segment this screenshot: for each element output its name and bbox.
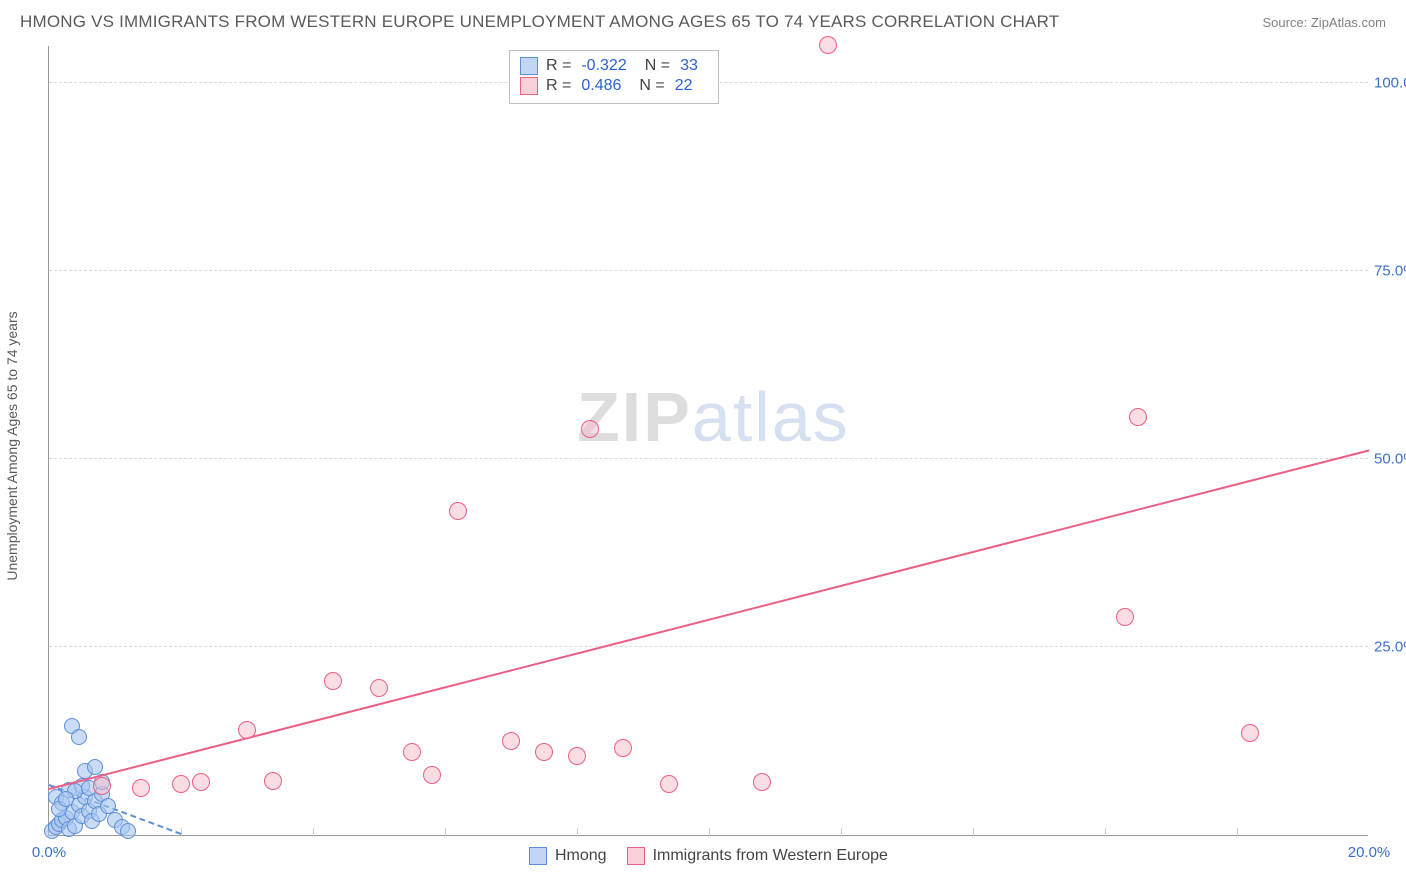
data-point: [87, 759, 103, 775]
data-point: [120, 823, 136, 839]
legend-swatch: [520, 57, 538, 75]
data-point: [568, 747, 586, 765]
data-point: [819, 36, 837, 54]
ytick-label: 75.0%: [1374, 262, 1406, 279]
data-point: [324, 672, 342, 690]
stats-n-label: N =: [639, 77, 664, 95]
data-point: [1116, 608, 1134, 626]
legend-item: Hmong: [529, 847, 607, 865]
data-point: [449, 502, 467, 520]
data-point: [423, 766, 441, 784]
data-point: [192, 773, 210, 791]
scatter-plot: ZIPatlas 25.0%50.0%75.0%100.0%0.0%20.0%R…: [48, 46, 1368, 836]
legend: Hmong Immigrants from Western Europe: [529, 847, 888, 865]
data-point: [172, 775, 190, 793]
xtick-label: 20.0%: [1348, 844, 1391, 861]
data-point: [614, 739, 632, 757]
stats-box: R = -0.322 N = 33 R = 0.486 N = 22: [509, 50, 719, 104]
stats-n-value: 22: [675, 77, 693, 95]
xtick-label: 0.0%: [32, 844, 66, 861]
data-point: [1129, 408, 1147, 426]
xtick-minor: [1105, 828, 1106, 836]
data-point: [132, 779, 150, 797]
legend-item: Immigrants from Western Europe: [627, 847, 888, 865]
xtick-minor: [577, 828, 578, 836]
watermark: ZIPatlas: [577, 377, 850, 457]
stats-r-label: R =: [546, 77, 571, 95]
gridline-h: [49, 646, 1368, 647]
chart-title: HMONG VS IMMIGRANTS FROM WESTERN EUROPE …: [20, 12, 1059, 32]
data-point: [581, 420, 599, 438]
stats-r-value: 0.486: [581, 77, 621, 95]
xtick-minor: [709, 828, 710, 836]
source-label: Source: ZipAtlas.com: [1262, 15, 1386, 30]
legend-label: Hmong: [555, 847, 607, 865]
y-axis-title: Unemployment Among Ages 65 to 74 years: [4, 311, 20, 580]
xtick-minor: [1237, 828, 1238, 836]
data-point: [753, 773, 771, 791]
gridline-h: [49, 270, 1368, 271]
data-point: [403, 743, 421, 761]
data-point: [502, 732, 520, 750]
data-point: [238, 721, 256, 739]
data-point: [535, 743, 553, 761]
trend-line: [49, 449, 1369, 790]
stats-row: R = -0.322 N = 33: [520, 57, 708, 75]
stats-r-label: R =: [546, 57, 571, 75]
xtick-minor: [841, 828, 842, 836]
legend-swatch: [627, 847, 645, 865]
ytick-label: 100.0%: [1374, 74, 1406, 91]
stats-row: R = 0.486 N = 22: [520, 77, 708, 95]
stats-r-value: -0.322: [581, 57, 626, 75]
data-point: [93, 777, 111, 795]
xtick-minor: [973, 828, 974, 836]
ytick-label: 50.0%: [1374, 450, 1406, 467]
data-point: [58, 791, 74, 807]
data-point: [264, 772, 282, 790]
legend-swatch: [529, 847, 547, 865]
data-point: [660, 775, 678, 793]
watermark-zip: ZIP: [577, 378, 692, 456]
xtick-minor: [313, 828, 314, 836]
gridline-h: [49, 458, 1368, 459]
watermark-atlas: atlas: [692, 378, 850, 456]
data-point: [71, 729, 87, 745]
legend-swatch: [520, 77, 538, 95]
data-point: [1241, 724, 1259, 742]
xtick-minor: [445, 828, 446, 836]
ytick-label: 25.0%: [1374, 638, 1406, 655]
stats-n-label: N =: [645, 57, 670, 75]
legend-label: Immigrants from Western Europe: [653, 847, 888, 865]
stats-n-value: 33: [680, 57, 698, 75]
data-point: [370, 679, 388, 697]
